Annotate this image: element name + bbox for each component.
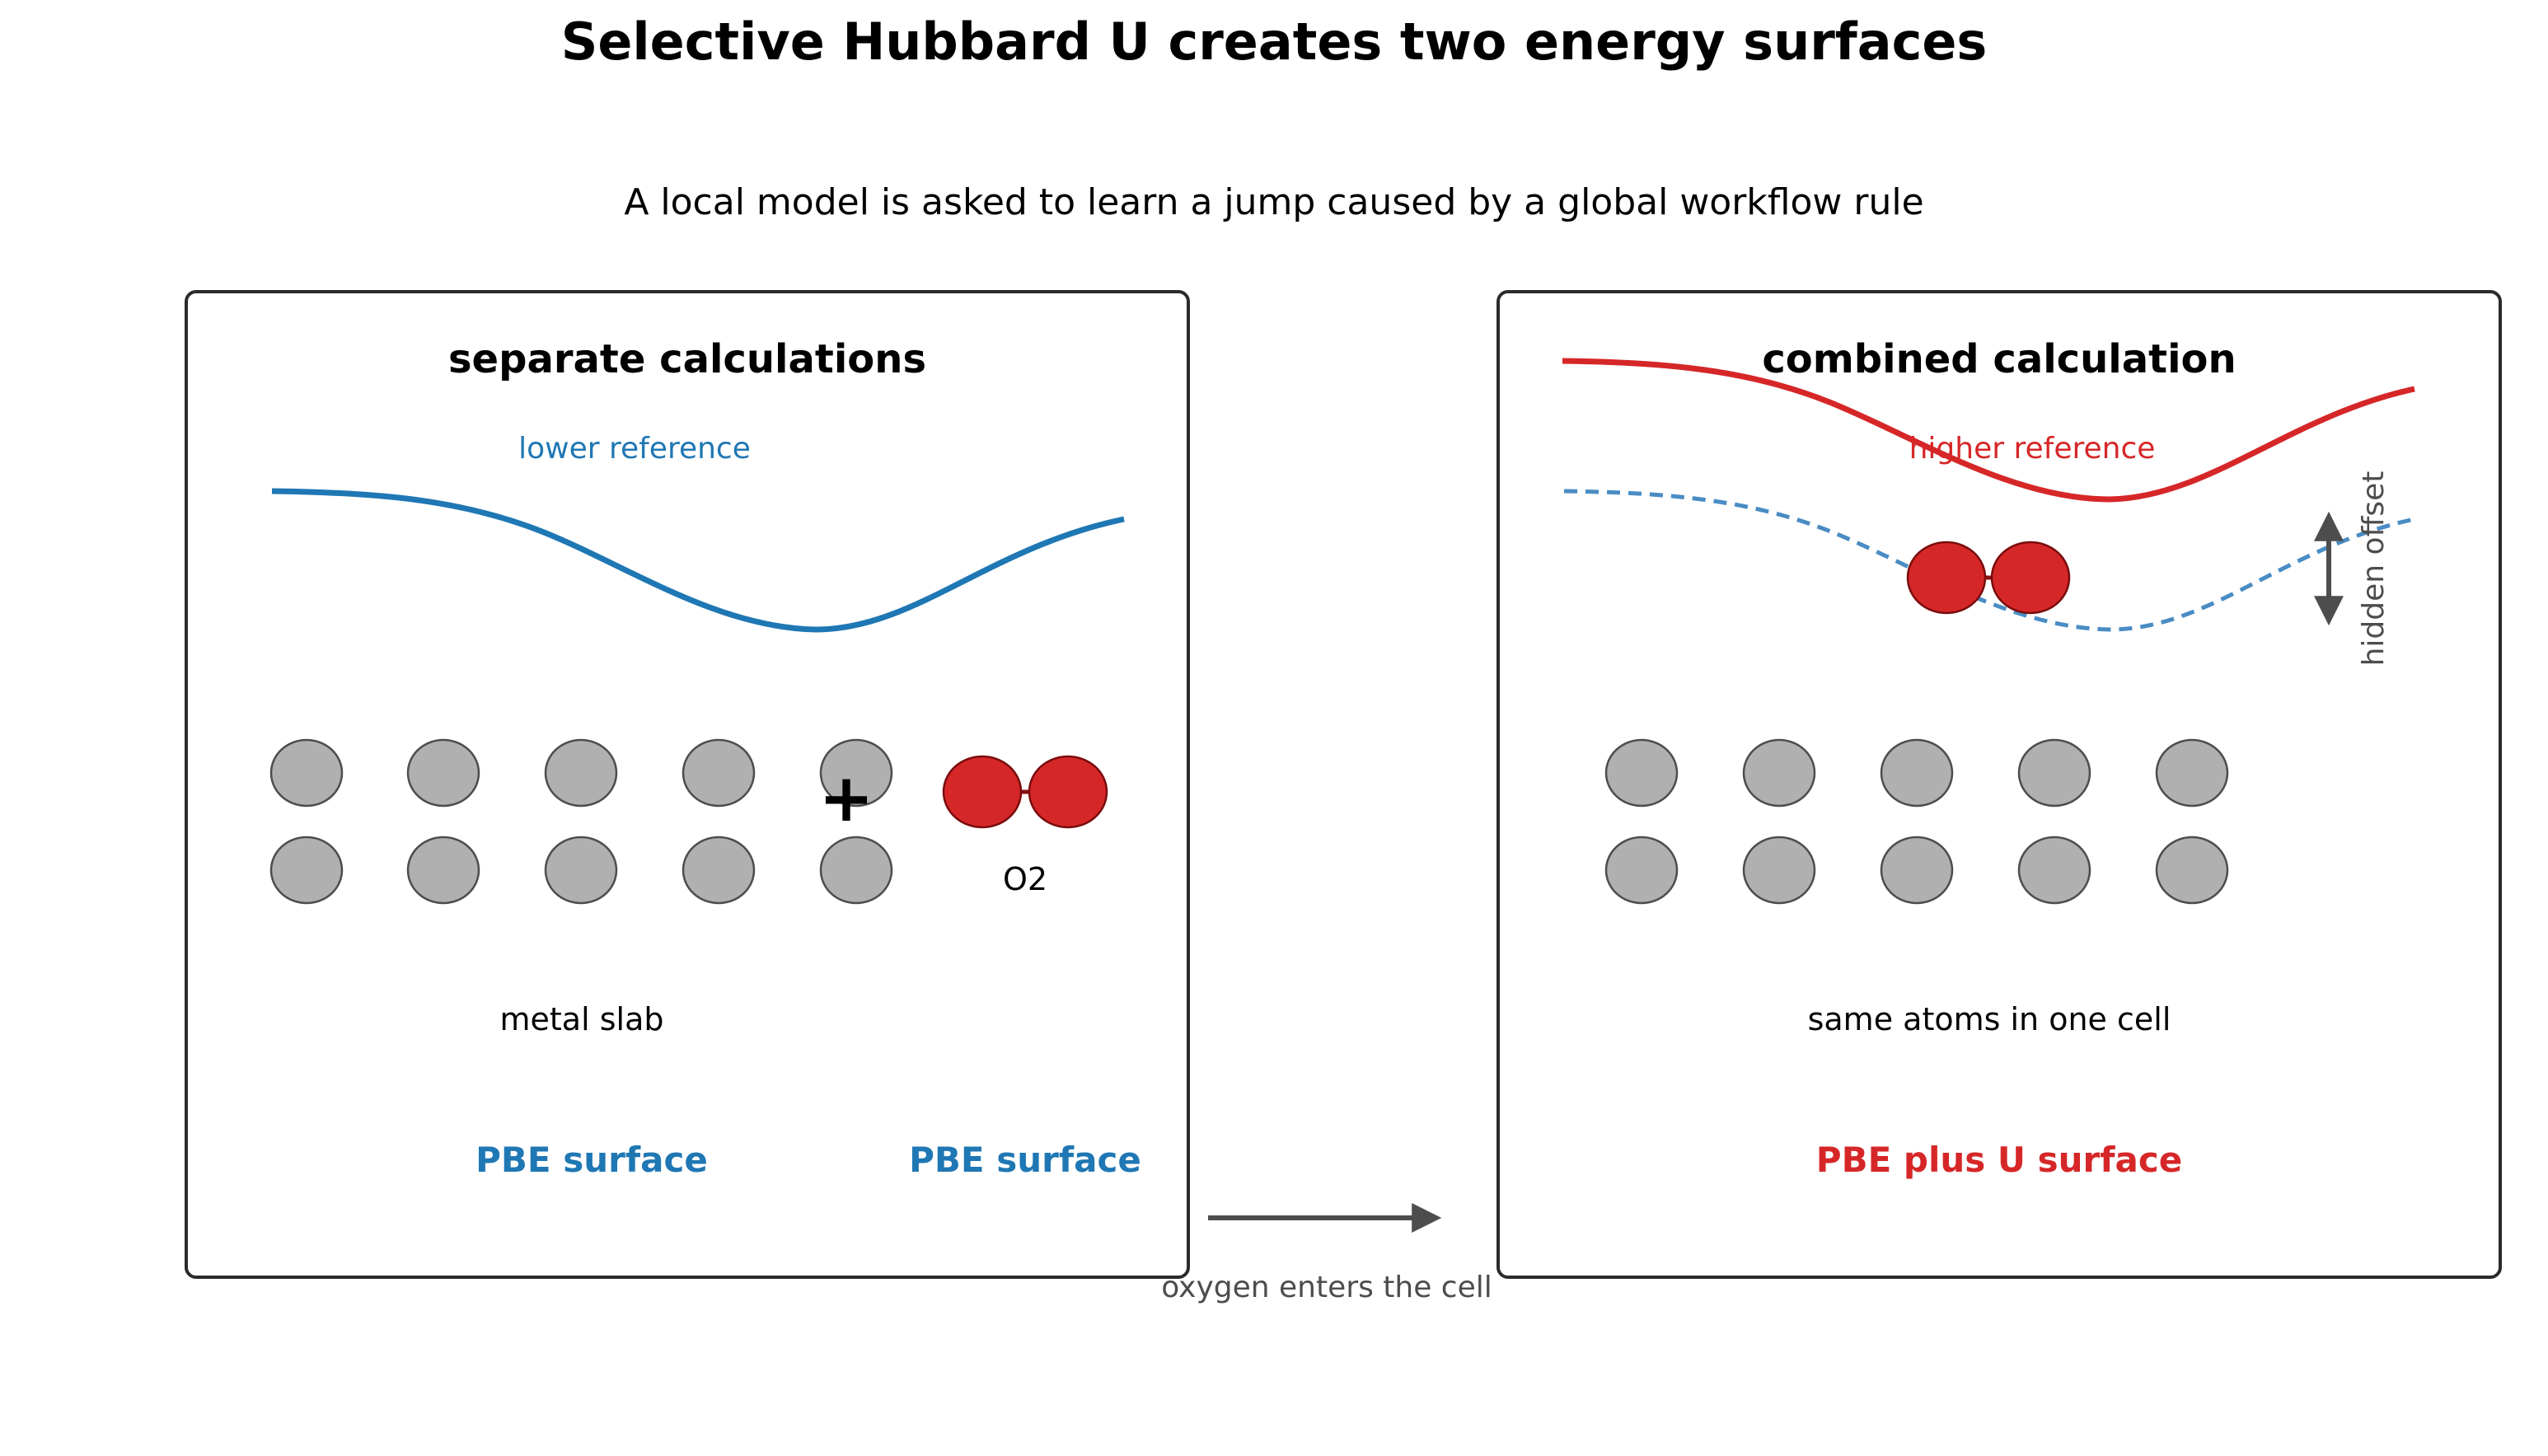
o2-molecule	[942, 755, 1108, 829]
oxygen-atom	[942, 755, 1023, 829]
metal-atom	[819, 836, 893, 905]
metal-atom	[2017, 738, 2091, 808]
combined-slab-atoms	[1604, 738, 2229, 905]
arrow-label: oxygen enters the cell	[1161, 1271, 1492, 1304]
right-panel-title: combined calculation	[1762, 336, 2236, 382]
o2-label: O2	[1003, 861, 1047, 897]
metal-atom	[544, 836, 618, 905]
metal-atom	[1880, 836, 1954, 905]
metal-slab-atoms	[269, 738, 893, 905]
metal-atom	[1742, 738, 1816, 808]
oxygen-atom	[1028, 755, 1108, 829]
same-atoms-label: same atoms in one cell	[1808, 1001, 2171, 1037]
lower-reference-label: lower reference	[518, 432, 751, 466]
metal-atom	[1604, 738, 1679, 808]
metal-atom	[1742, 836, 1816, 905]
metal-atom	[406, 836, 480, 905]
right-panel: combined calculation higher reference hi…	[1496, 290, 2502, 1279]
oxygen-atom	[1990, 541, 2071, 615]
metal-atom	[2017, 836, 2091, 905]
metal-atom	[819, 738, 893, 808]
pbe-surface-label-slab: PBE surface	[475, 1140, 708, 1180]
metal-atom	[1880, 738, 1954, 808]
oxygen-atom	[1906, 541, 1987, 615]
metal-atom	[269, 836, 344, 905]
metal-atom	[681, 738, 756, 808]
metal-atom	[544, 738, 618, 808]
transition-arrow: oxygen enters the cell	[1161, 1203, 1492, 1304]
hidden-offset-label: hidden offset	[2357, 471, 2391, 667]
right-panel-frame	[1496, 290, 2502, 1279]
higher-reference-curve	[1562, 358, 2415, 503]
left-panel-title: separate calculations	[448, 336, 926, 382]
diagram-subtitle: A local model is asked to learn a jump c…	[624, 181, 1923, 223]
metal-atom	[406, 738, 480, 808]
pbe-surface-label-molecule: PBE surface	[909, 1140, 1141, 1180]
metal-atom	[269, 738, 344, 808]
metal-atom	[1604, 836, 1679, 905]
metal-slab-label: metal slab	[500, 1001, 664, 1037]
higher-reference-label: higher reference	[1909, 432, 2156, 466]
left-panel: separate calculations lower reference + …	[185, 290, 1190, 1279]
lower-reference-curve	[271, 488, 1125, 633]
diagram-title: Selective Hubbard U creates two energy s…	[561, 12, 1988, 72]
o2-molecule-combined	[1906, 541, 2071, 615]
metal-atom	[681, 836, 756, 905]
pbe-plus-u-surface-label: PBE plus U surface	[1816, 1140, 2182, 1180]
metal-atom	[2155, 738, 2229, 808]
plus-sign: +	[818, 760, 874, 836]
metal-atom	[2155, 836, 2229, 905]
